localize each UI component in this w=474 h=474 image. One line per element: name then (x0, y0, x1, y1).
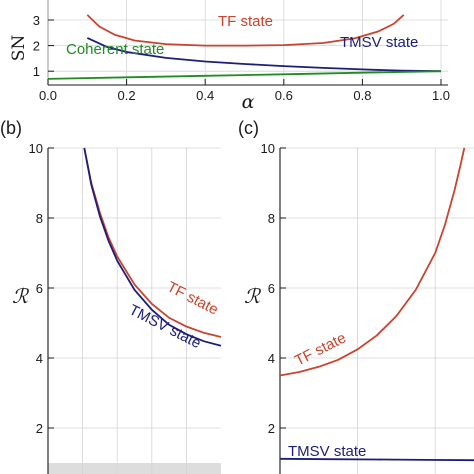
panel-c-y-axis-label: ℛ (244, 284, 262, 308)
panel-b-shaded-band (48, 463, 221, 474)
panel-b-y-tick-label: 10 (29, 141, 43, 156)
panel-a-y-axis-label: SN (9, 35, 29, 62)
panel-a-x-tick-label: 0.0 (39, 88, 57, 103)
panel-a-y-tick-label: 3 (33, 13, 40, 28)
panel-a-y-tick-label: 1 (33, 64, 40, 79)
panel-c-y-tick-label: 2 (268, 421, 275, 436)
panel-c-label-tf: TF state (292, 329, 349, 369)
panel-a-x-tick-label: 0.4 (196, 88, 214, 103)
panel-a-x-tick-label: 0.8 (353, 88, 371, 103)
panel-b-label-tmsv: TMSV state (126, 301, 204, 352)
panel-a-y-tick-label: 2 (33, 39, 40, 54)
panel-a-label-tmsv: TMSV state (340, 34, 418, 51)
panel-a-label-tf: TF state (218, 13, 273, 30)
panel-c-y-tick-label: 6 (268, 281, 275, 296)
panel-b-label-tf: TF state (164, 278, 221, 318)
panel-c: (c) ℛ 2 4 6 8 10 TF state TMSV state (238, 118, 474, 474)
panel-b-y-tick-label: 8 (36, 211, 43, 226)
panel-b-y-tick-label: 6 (36, 281, 43, 296)
panel-b-y-tick-label: 2 (36, 421, 43, 436)
panel-c-series-tmsv (279, 457, 474, 462)
panel-a-series-tf (86, 14, 405, 47)
panel-a-x-tick-label: 0.2 (118, 88, 136, 103)
panel-a-series-tmsv (86, 37, 442, 73)
panel-b-y-tick-label: 4 (36, 351, 43, 366)
panel-a-x-tick-label: 0.6 (275, 88, 293, 103)
panel-c-y-tick-label: 8 (268, 211, 275, 226)
panel-c-label: (c) (238, 118, 259, 138)
panel-a-x-axis-label: α (242, 91, 255, 113)
panel-c-label-tmsv: TMSV state (288, 443, 366, 460)
panel-a-x-tick-label: 1.0 (432, 88, 450, 103)
panel-a: SN α 1 2 3 0.0 0.2 0.4 0.6 0.8 1.0 TF state TMSV s… (9, 0, 450, 113)
panel-c-y-tick-label: 4 (268, 351, 275, 366)
panel-c-series-tf (279, 147, 466, 377)
panel-b-series-tmsv (83, 147, 222, 347)
panel-a-label-coherent: Coherent state (66, 41, 164, 58)
panel-a-series-coherent (47, 70, 442, 80)
panel-b-label: (b) (0, 118, 22, 138)
panel-c-y-tick-label: 10 (261, 141, 275, 156)
panel-b-y-axis-label: ℛ (12, 284, 30, 308)
